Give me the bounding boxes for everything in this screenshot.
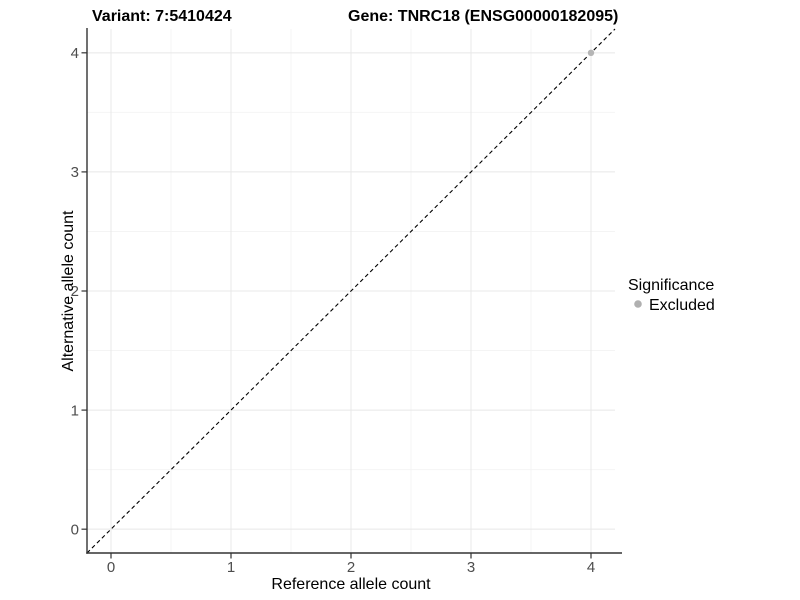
x-tick-label: 0 [107, 559, 115, 576]
y-tick-label: 3 [71, 164, 79, 181]
axis-lines [86, 28, 622, 554]
x-tick-label: 1 [227, 559, 235, 576]
plot-title-gene: Gene: TNRC18 (ENSG00000182095) [348, 8, 618, 25]
data-point-excluded [587, 49, 595, 57]
legend-title: Significance [628, 277, 714, 294]
x-tick-label: 2 [347, 559, 355, 576]
data-points [587, 49, 595, 57]
y-axis-title: Alternative allele count [60, 210, 77, 372]
legend: Significance Excluded [628, 277, 715, 314]
y-axis-ticks: 0 1 2 3 4 [71, 45, 87, 538]
y-tick-label: 4 [71, 45, 79, 62]
y-tick-label: 2 [71, 283, 79, 300]
x-tick-label: 3 [467, 559, 475, 576]
plot-title-variant: Variant: 7:5410424 [92, 8, 232, 25]
identity-dashed-line [86, 28, 616, 554]
x-axis-title: Reference allele count [271, 576, 431, 593]
legend-label-excluded: Excluded [649, 297, 715, 314]
legend-excluded-dot-icon [634, 300, 642, 308]
x-tick-label: 4 [587, 559, 595, 576]
y-tick-label: 0 [71, 521, 79, 538]
x-axis-ticks: 0 1 2 3 4 [107, 553, 595, 576]
y-tick-label: 1 [71, 402, 79, 419]
